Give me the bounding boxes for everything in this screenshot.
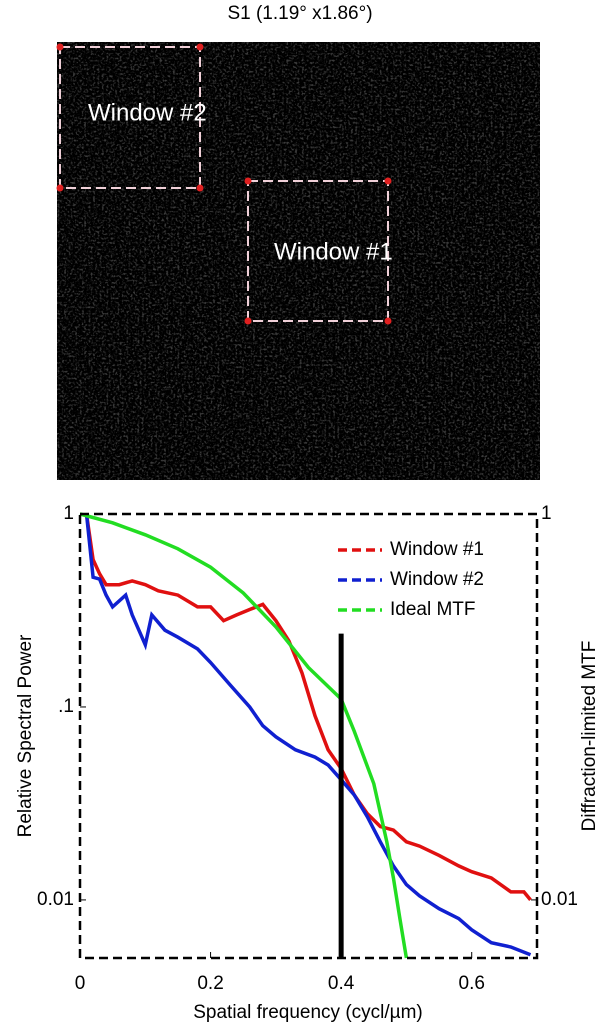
y-tick-label: 1 — [63, 503, 74, 524]
window-label: Window #2 — [88, 99, 207, 126]
legend-label: Window #2 — [390, 569, 484, 590]
y2-axis-label: Diffraction-limited MTF — [579, 641, 600, 832]
x-tick-label: 0.4 — [328, 973, 355, 994]
y2-tick-label: 1 — [541, 503, 552, 524]
plot-frame — [78, 512, 539, 960]
series-line — [84, 513, 532, 902]
x-axis-label: Spatial frequency (cycl/µm) — [193, 1002, 423, 1023]
window-1-box — [247, 180, 389, 322]
cone-texture — [57, 42, 540, 480]
window-boxes — [59, 46, 389, 322]
x-tick-label: 0 — [75, 973, 86, 994]
x-tick-label: 0.6 — [459, 973, 485, 994]
image-title: S1 (1.19° x1.86°) — [227, 3, 372, 24]
series-line — [84, 513, 532, 957]
y2-tick-label: 0.01 — [541, 889, 578, 910]
y-axis-label: Relative Spectral Power — [15, 634, 36, 837]
series-line — [79, 512, 409, 959]
window-2-box — [59, 46, 201, 189]
window-corners — [56, 43, 392, 325]
legend-label: Ideal MTF — [390, 599, 476, 620]
legend-label: Window #1 — [390, 539, 484, 560]
x-tick-label: 0.2 — [197, 973, 223, 994]
y-tick-label: 0.01 — [37, 889, 74, 910]
y-tick-label: .1 — [58, 696, 74, 717]
window-label: Window #1 — [274, 238, 393, 265]
